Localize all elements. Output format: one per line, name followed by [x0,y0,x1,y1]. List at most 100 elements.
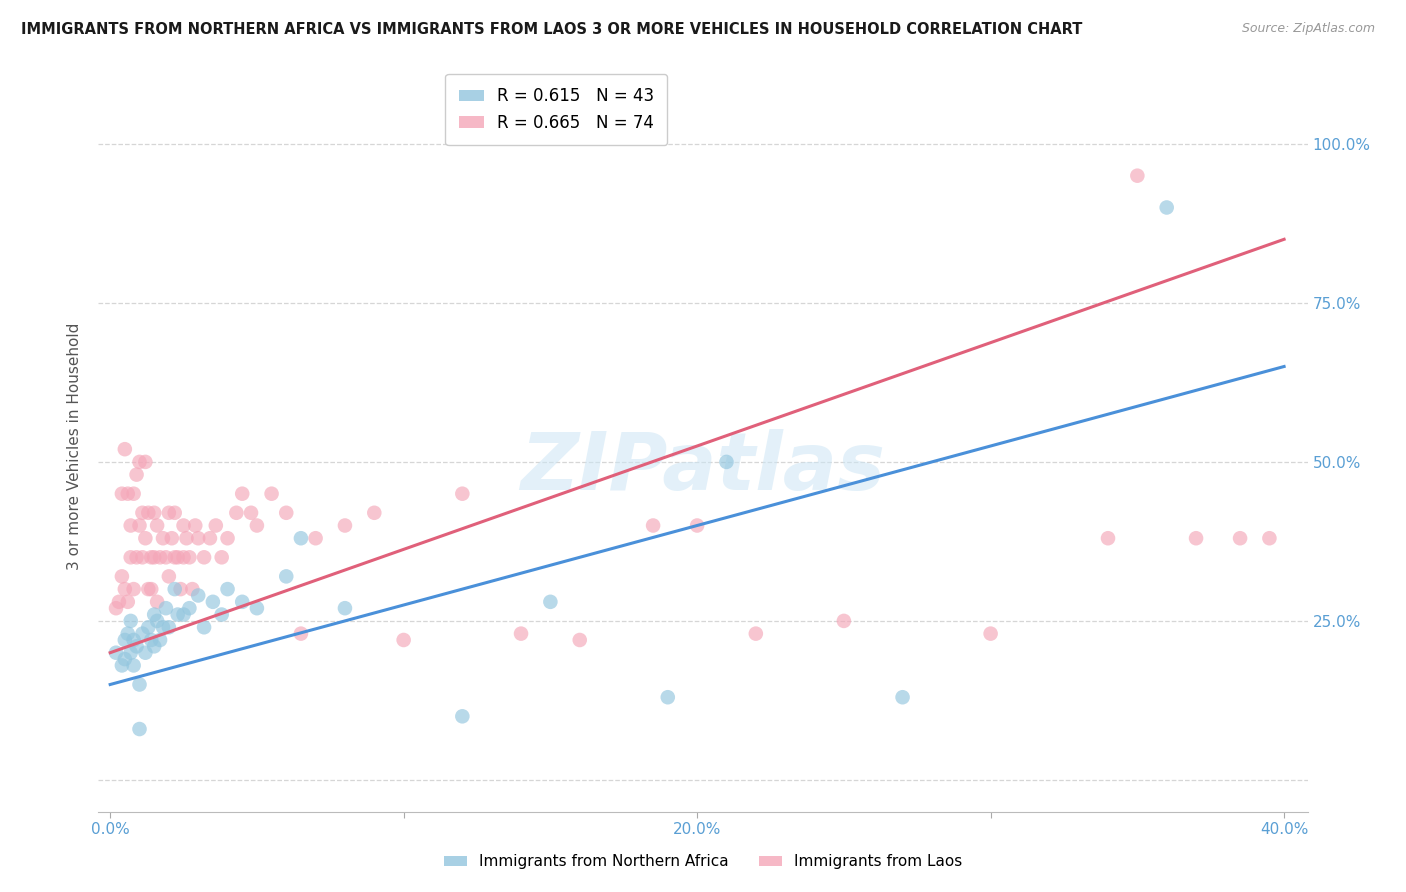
Point [136,582,159,596]
Point [125,640,148,654]
Point [108,595,131,609]
Point [163,506,186,520]
Point [173,518,195,533]
Point [131,506,153,520]
Point [120,550,142,565]
Point [276,506,298,520]
Point [304,531,326,545]
Point [193,550,215,565]
Point [146,595,169,609]
Point [149,550,172,565]
Point [117,595,139,609]
Point [128,677,150,691]
Point [187,589,209,603]
Point [157,620,180,634]
Point [181,582,204,596]
Point [146,614,169,628]
Point [451,486,474,500]
Point [105,601,128,615]
Point [122,632,145,647]
Point [122,658,145,673]
Point [149,632,172,647]
Point [260,486,283,500]
Point [143,607,166,622]
Point [163,582,186,596]
Point [176,531,198,545]
Point [163,550,186,565]
Text: Source: ZipAtlas.com: Source: ZipAtlas.com [1241,22,1375,36]
Point [1126,169,1149,183]
Point [125,467,148,482]
Point [120,614,142,628]
Point [146,518,169,533]
Point [1097,531,1119,545]
Point [1156,201,1178,215]
Point [290,626,312,640]
Point [134,531,156,545]
Point [1258,531,1281,545]
Point [173,607,195,622]
Point [510,626,533,640]
Point [114,442,136,457]
Point [157,569,180,583]
Point [155,601,177,615]
Point [141,582,163,596]
Point [246,518,269,533]
Point [225,506,247,520]
Point [111,486,134,500]
Point [128,455,150,469]
Point [128,518,150,533]
Point [187,531,209,545]
Point [290,531,312,545]
Point [891,690,914,705]
Point [193,620,215,634]
Point [173,550,195,565]
Point [716,455,738,469]
Point [392,632,415,647]
Point [166,550,188,565]
Point [363,506,385,520]
Point [120,518,142,533]
Point [141,632,163,647]
Point [152,620,174,634]
Point [166,607,188,622]
Point [111,569,134,583]
Point [160,531,183,545]
Point [114,632,136,647]
Point [120,646,142,660]
Point [105,646,128,660]
Point [125,550,148,565]
Point [117,626,139,640]
Point [1229,531,1251,545]
Point [451,709,474,723]
Point [122,582,145,596]
Point [114,652,136,666]
Point [128,722,150,736]
Point [276,569,298,583]
Point [198,531,221,545]
Point [131,550,153,565]
Point [217,582,239,596]
Point [184,518,207,533]
Point [131,626,153,640]
Point [240,506,263,520]
Point [143,640,166,654]
Text: IMMIGRANTS FROM NORTHERN AFRICA VS IMMIGRANTS FROM LAOS 3 OR MORE VEHICLES IN HO: IMMIGRANTS FROM NORTHERN AFRICA VS IMMIG… [21,22,1083,37]
Point [136,620,159,634]
Point [980,626,1002,640]
Point [568,632,591,647]
Point [111,658,134,673]
Point [143,550,166,565]
Legend: R = 0.615   N = 43, R = 0.665   N = 74: R = 0.615 N = 43, R = 0.665 N = 74 [446,74,668,145]
Point [333,518,356,533]
Point [157,506,180,520]
Point [134,646,156,660]
Point [1185,531,1208,545]
Point [217,531,239,545]
Point [141,550,163,565]
Point [179,601,201,615]
Point [204,518,226,533]
Point [201,595,224,609]
Point [134,455,156,469]
Point [333,601,356,615]
